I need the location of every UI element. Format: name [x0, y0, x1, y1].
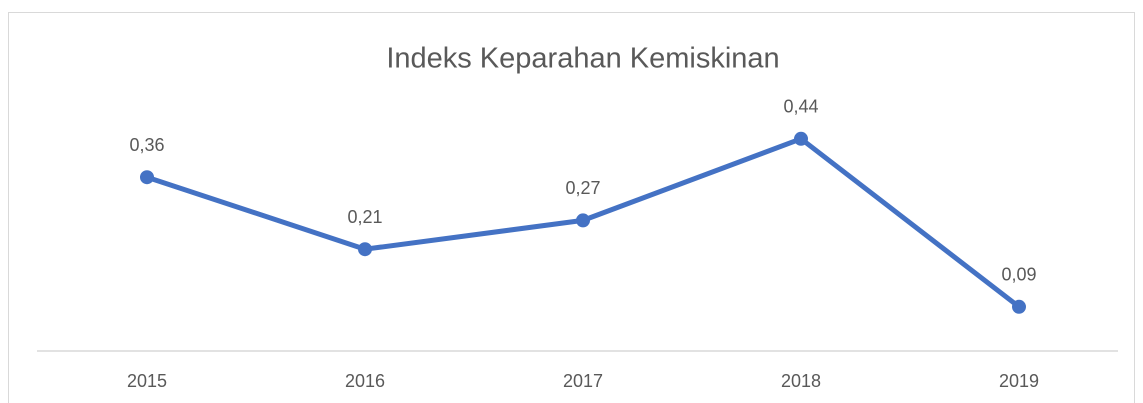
x-tick-label: 2018 — [781, 371, 821, 391]
data-point — [794, 131, 808, 146]
data-point — [140, 170, 154, 185]
x-tick-label: 2015 — [127, 371, 167, 391]
x-tick-label: 2016 — [345, 371, 385, 391]
data-label: 0,44 — [783, 97, 818, 117]
chart-border — [8, 12, 1135, 403]
x-tick-label: 2017 — [563, 371, 603, 391]
data-label: 0,09 — [1001, 265, 1036, 285]
data-point — [358, 242, 372, 257]
data-label: 0,36 — [129, 135, 164, 155]
x-tick-label: 2019 — [999, 371, 1039, 391]
data-label: 0,27 — [565, 178, 600, 198]
data-label: 0,21 — [347, 207, 382, 227]
data-point — [576, 213, 590, 228]
chart-title: Indeks Keparahan Kemiskinan — [386, 43, 779, 75]
data-point — [1012, 299, 1026, 314]
